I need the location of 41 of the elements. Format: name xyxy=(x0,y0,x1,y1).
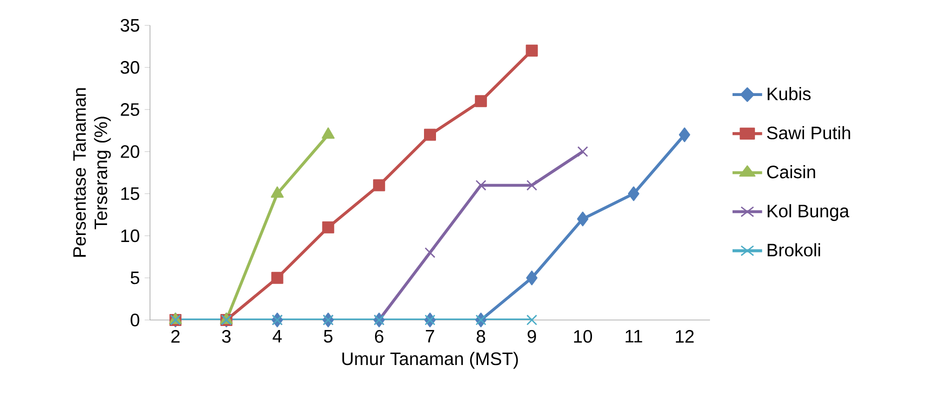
y-tick-label: 20 xyxy=(120,145,140,158)
point xyxy=(373,179,386,192)
y-tick-label: 30 xyxy=(120,61,140,74)
x-tick-label: 9 xyxy=(528,330,536,343)
x-tick-label: 5 xyxy=(324,330,332,343)
x-tick-label: 12 xyxy=(676,330,694,343)
x-tick-label: 11 xyxy=(626,330,642,342)
y-tick-label: 15 xyxy=(121,187,140,200)
legend-label: Caisin xyxy=(767,165,816,178)
point xyxy=(476,180,486,191)
x-tick-label: 7 xyxy=(426,330,434,342)
y-tick-label: 0 xyxy=(130,314,140,326)
point xyxy=(628,186,640,202)
x-tick-label: 6 xyxy=(375,330,384,343)
point xyxy=(271,272,284,284)
point xyxy=(526,270,538,286)
y-tick-label: 10 xyxy=(121,229,140,242)
y-axis-title: Persentase Tanaman Terserang (%) xyxy=(73,88,111,257)
y-tick-label: 35 xyxy=(120,18,140,32)
point xyxy=(526,44,538,57)
point xyxy=(474,95,487,108)
point xyxy=(577,212,588,226)
legend-label: Sawi Putih xyxy=(767,126,850,140)
point xyxy=(577,146,588,157)
point xyxy=(526,180,538,191)
x-tick-label: 10 xyxy=(574,330,592,343)
point xyxy=(526,314,538,326)
x-tick-label: 8 xyxy=(476,330,486,343)
y-tick-label: 5 xyxy=(130,272,140,284)
point xyxy=(424,247,436,258)
x-tick-label: 4 xyxy=(272,330,282,342)
point xyxy=(424,128,436,141)
x-tick-label: 2 xyxy=(171,330,180,343)
legend-label: Kol Bunga xyxy=(768,204,850,221)
x-tick-label: 3 xyxy=(222,330,231,343)
point xyxy=(678,127,690,142)
y-tick-label: 25 xyxy=(120,103,140,116)
legend-label: Brokoli xyxy=(768,243,820,256)
point xyxy=(322,221,334,234)
legend-label: Kubis xyxy=(768,87,811,100)
x-axis-title: Umur Tanaman (MST) xyxy=(342,352,518,369)
